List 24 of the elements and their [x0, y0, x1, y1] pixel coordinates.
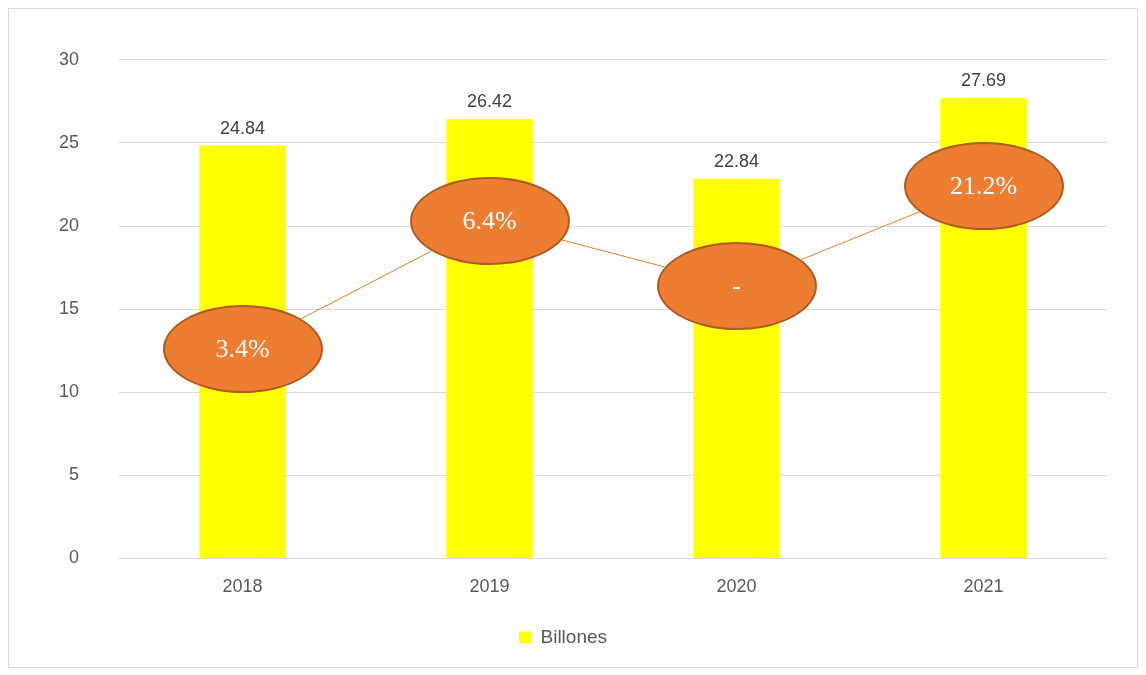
annotation: 6.4% [462, 205, 517, 236]
x-tick-label: 2018 [222, 576, 263, 597]
data-label: 22.84 [713, 150, 760, 171]
y-tick-label: 0 [69, 547, 80, 568]
ellipse-callout: - [656, 241, 817, 330]
data-label: 27.69 [960, 70, 1007, 91]
y-tick-label: 25 [58, 131, 80, 152]
y-tick-label: 20 [58, 214, 80, 235]
ellipse-callout: 6.4% [409, 176, 570, 265]
x-tick-label: 2020 [716, 576, 757, 597]
x-tick-label: 2019 [469, 576, 510, 597]
ellipse-callout: 21.2% [903, 141, 1064, 230]
y-tick-label: 15 [58, 298, 80, 319]
annotation: 21.2% [949, 170, 1018, 201]
annotation: - [732, 270, 741, 301]
data-label: 24.84 [220, 117, 266, 138]
data-label: 26.42 [466, 91, 513, 112]
y-tick-label: 10 [58, 381, 80, 402]
ellipse-callout: 3.4% [162, 305, 323, 393]
legend-label: Billones [540, 625, 608, 647]
y-tick-label: 5 [69, 464, 80, 485]
annotation: 3.4% [215, 333, 270, 364]
y-tick-label: 30 [58, 48, 80, 69]
x-tick-label: 2021 [963, 576, 1004, 597]
